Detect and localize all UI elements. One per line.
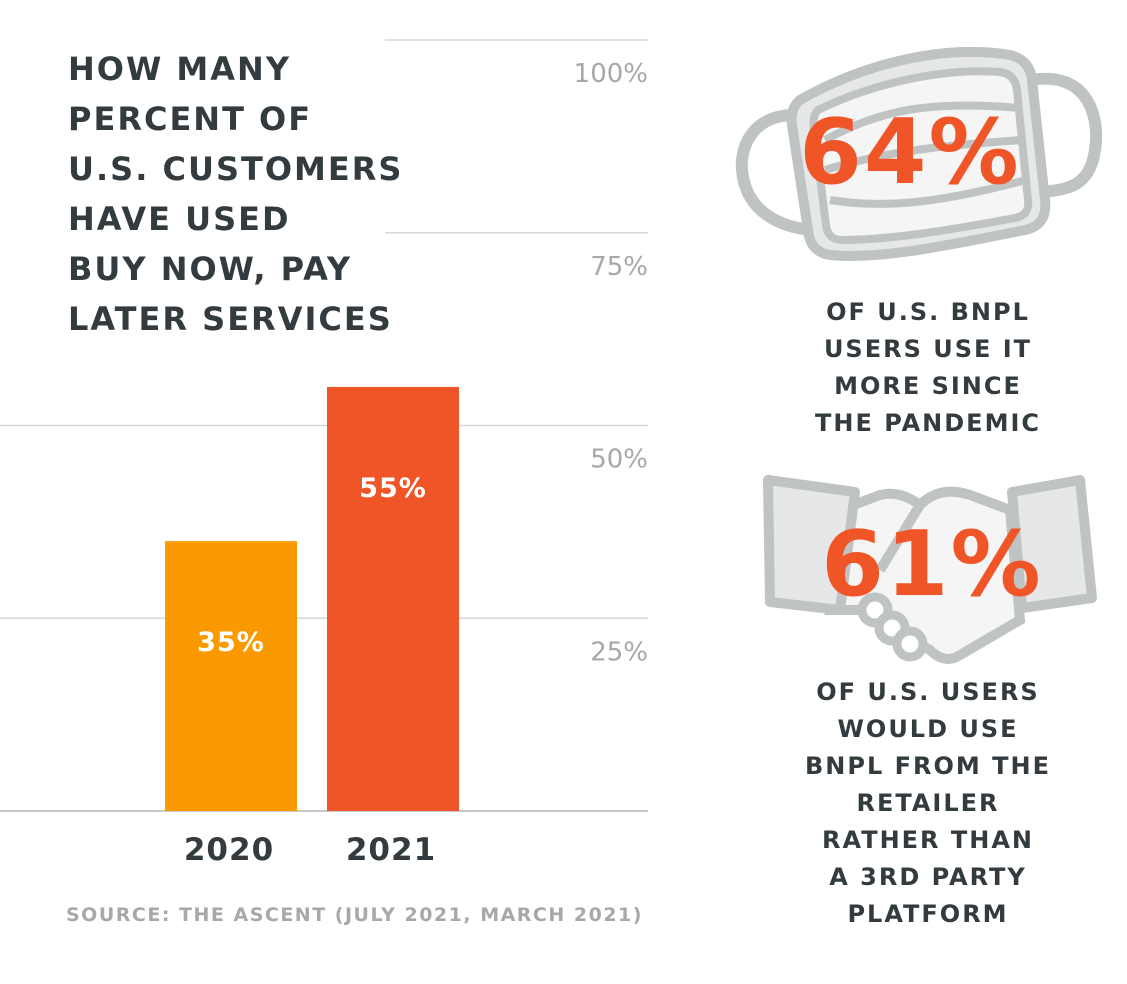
caption-line: A 3RD PARTY — [829, 863, 1027, 891]
caption-line: MORE SINCE — [834, 372, 1022, 400]
caption-line: OF U.S. USERS — [816, 678, 1040, 706]
y-tick-label: 100% — [574, 59, 648, 89]
x-tick-label: 2021 — [346, 832, 436, 868]
handshake-icon — [763, 475, 1097, 664]
title-line: LATER SERVICES — [68, 300, 393, 338]
bar-2021 — [327, 386, 459, 811]
source-note: SOURCE: THE ASCENT (JULY 2021, MARCH 202… — [66, 904, 643, 926]
bar-2020 — [165, 541, 297, 811]
stat-caption-handshake: OF U.S. USERS WOULD USE BNPL FROM THE RE… — [768, 674, 1088, 933]
title-line: BUY NOW, PAY — [68, 250, 353, 288]
caption-line: RETAILER — [856, 789, 1000, 817]
caption-line: THE PANDEMIC — [815, 409, 1041, 437]
bar-chart: 25% 50% 75% 100% 35% 2020 55% 2021 — [0, 39, 648, 868]
caption-line: RATHER THAN — [822, 826, 1034, 854]
caption-line: PLATFORM — [847, 900, 1009, 928]
title-line: HAVE USED — [68, 200, 291, 238]
title-line: HOW MANY — [68, 50, 291, 88]
caption-line: OF U.S. BNPL — [826, 298, 1030, 326]
chart-title: HOW MANY PERCENT OF U.S. CUSTOMERS HAVE … — [68, 44, 404, 344]
caption-line: WOULD USE — [837, 715, 1019, 743]
caption-line: BNPL FROM THE — [805, 752, 1051, 780]
y-tick-label: 75% — [590, 252, 648, 282]
stat-value-mask: 64% — [799, 100, 1021, 205]
stat-caption-mask: OF U.S. BNPL USERS USE IT MORE SINCE THE… — [768, 294, 1088, 442]
caption-line: USERS USE IT — [823, 335, 1033, 363]
y-tick-label: 50% — [590, 445, 648, 475]
bar-data-label: 35% — [197, 627, 265, 658]
title-line: U.S. CUSTOMERS — [68, 150, 404, 188]
bar-data-label: 55% — [359, 473, 427, 504]
title-line: PERCENT OF — [68, 100, 313, 138]
y-tick-label: 25% — [590, 637, 648, 667]
x-tick-label: 2020 — [184, 832, 274, 868]
stat-value-handshake: 61% — [821, 512, 1043, 617]
face-mask-icon — [735, 47, 1103, 261]
